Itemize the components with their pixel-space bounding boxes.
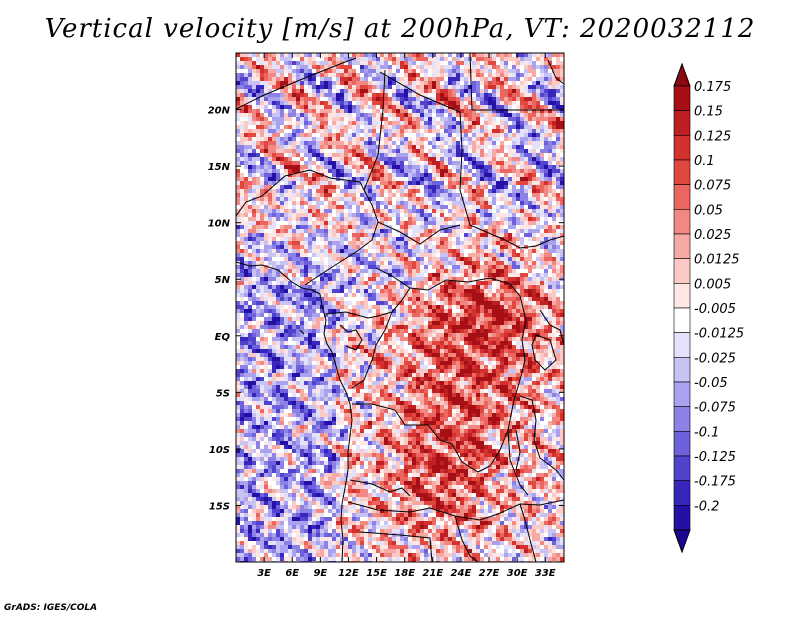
lon-tick-label: 12E	[338, 568, 359, 579]
colorbar-swatch	[673, 184, 691, 210]
border-line	[507, 283, 529, 496]
border-line	[349, 479, 411, 497]
colorbar-label: -0.2	[694, 499, 719, 514]
colorbar-label: -0.075	[694, 401, 736, 416]
lat-tick-label: 15N	[208, 162, 231, 173]
lat-tick-label: 10N	[208, 219, 231, 230]
colorbar-swatch	[673, 85, 691, 111]
lon-tick-label: 15E	[366, 568, 387, 579]
colorbar: 0.175 0.15 0.125 0.1 0.075 0.05 0.025 0.0125 0.0…	[673, 62, 744, 554]
colorbar-swatch	[673, 135, 691, 161]
lon-tick-label: 6E	[285, 568, 299, 579]
colorbar-label: 0.0125	[694, 253, 740, 268]
lon-tick-label: 27E	[479, 568, 500, 579]
colorbar-label: 0.005	[694, 277, 731, 292]
colorbar-label: -0.025	[694, 351, 736, 366]
border-line	[375, 267, 511, 291]
colorbar-swatch	[673, 233, 691, 259]
colorbar-swatch	[673, 357, 691, 383]
border-line	[377, 221, 461, 245]
colorbar-swatch	[673, 307, 691, 333]
vertical-velocity-field	[236, 53, 564, 562]
colorbar-swatch	[673, 332, 691, 358]
border-line	[519, 395, 564, 481]
border-line	[347, 499, 564, 521]
colorbar-label: 0.175	[694, 80, 731, 95]
lon-tick-label: 9E	[313, 568, 327, 579]
lon-tick-label: 30E	[507, 568, 528, 579]
colorbar-swatch	[673, 406, 691, 432]
colorbar-label: 0.125	[694, 129, 731, 144]
border-line	[515, 429, 521, 471]
border-line	[304, 189, 379, 286]
colorbar-label: -0.05	[694, 376, 728, 391]
colorbar-swatch	[673, 505, 691, 531]
border-line	[299, 329, 305, 335]
border-line	[325, 287, 411, 319]
border-line	[547, 59, 564, 85]
border-line	[539, 309, 564, 346]
colorbar-swatch	[673, 209, 691, 235]
colorbar-label: -0.005	[694, 302, 736, 317]
colorbar-swatch	[673, 431, 691, 457]
longitude-axis: 3E 6E 9E 12E 15E 18E 21E 24E 27E 30E 33E	[257, 53, 556, 579]
colorbar-label: 0.025	[694, 228, 731, 243]
country-borders	[236, 53, 564, 562]
border-line	[359, 531, 433, 562]
colorbar-swatch	[673, 258, 691, 284]
colorbar-label: -0.125	[694, 450, 736, 465]
border-line	[236, 57, 357, 110]
border-line	[531, 334, 557, 371]
border-line	[504, 239, 537, 249]
colorbar-label: 0.05	[694, 203, 723, 218]
grads-credit: GrADS: IGES/COLA	[4, 603, 98, 613]
coastline	[236, 261, 353, 562]
colorbar-bottom-arrow	[673, 529, 691, 554]
colorbar-swatch	[673, 480, 691, 506]
lon-tick-label: 24E	[451, 568, 472, 579]
colorbar-label: -0.175	[694, 475, 736, 490]
lon-tick-label: 33E	[535, 568, 556, 579]
colorbar-label: 0.075	[694, 179, 731, 194]
border-line	[469, 53, 564, 111]
latitude-axis: 20N 15N 10N 5N EQ 5S 10S 15S	[208, 106, 564, 512]
lon-tick-label: 21E	[422, 568, 443, 579]
border-line	[379, 71, 506, 241]
border-line	[535, 235, 564, 247]
lat-tick-label: 5N	[215, 275, 231, 286]
lon-tick-label: 3E	[257, 568, 271, 579]
colorbar-swatch	[673, 283, 691, 309]
colorbar-swatch	[673, 110, 691, 136]
colorbar-swatch	[673, 159, 691, 185]
colorbar-label: 0.1	[694, 154, 715, 169]
border-line	[236, 69, 386, 217]
colorbar-label: -0.1	[694, 425, 719, 440]
lat-tick-label: EQ	[215, 332, 231, 343]
lon-tick-label: 18E	[394, 568, 415, 579]
border-line	[351, 311, 393, 389]
border-line	[454, 515, 479, 562]
plot-title: Vertical velocity [m/s] at 200hPa, VT: 2…	[44, 14, 756, 44]
border-line	[339, 324, 363, 351]
colorbar-label: 0.15	[694, 105, 723, 120]
lat-tick-label: 20N	[208, 106, 231, 117]
lat-tick-label: 15S	[209, 501, 230, 512]
lat-tick-label: 10S	[209, 445, 230, 456]
colorbar-label: -0.0125	[694, 327, 744, 342]
border-line	[352, 403, 509, 473]
colorbar-swatch	[673, 455, 691, 481]
colorbar-swatch	[673, 381, 691, 407]
lat-tick-label: 5S	[216, 388, 230, 399]
map-frame	[235, 52, 565, 563]
border-line	[519, 503, 537, 562]
colorbar-top-arrow	[673, 62, 691, 87]
